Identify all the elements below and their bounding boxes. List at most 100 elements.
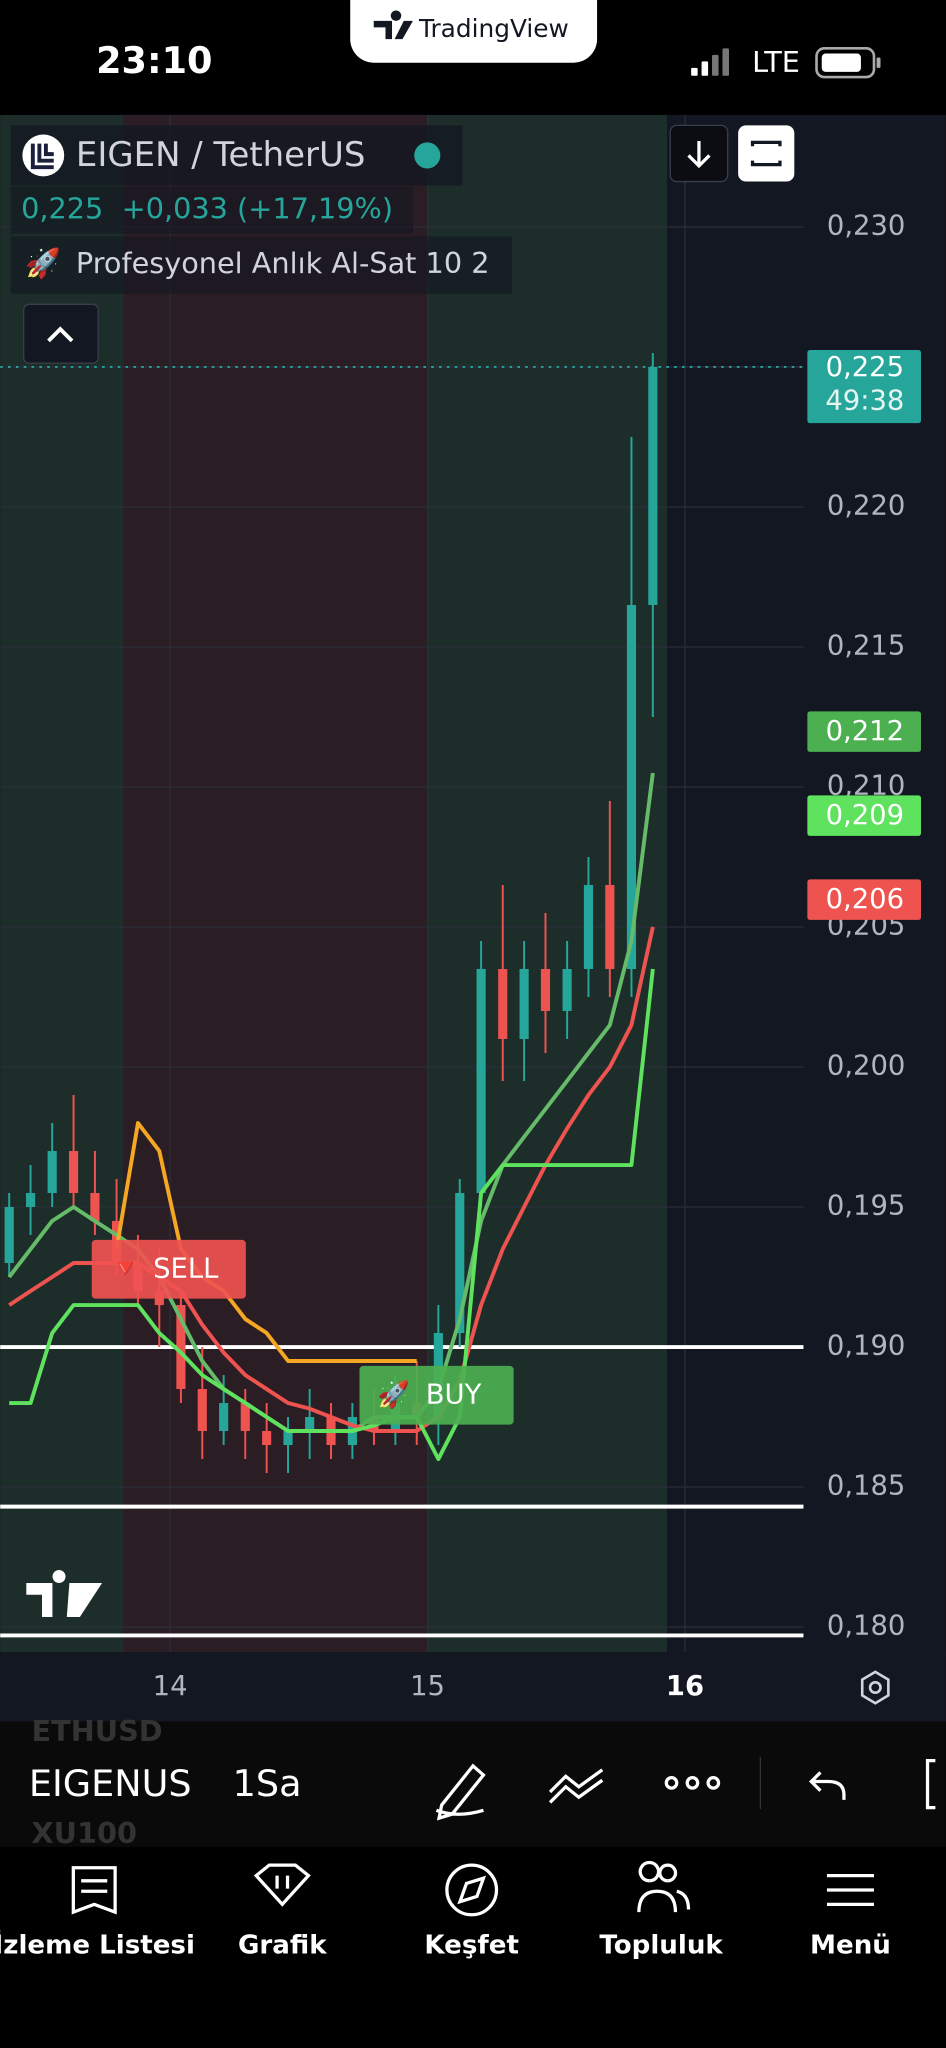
x-tick-label: 15	[410, 1671, 445, 1702]
price-tag-label: 0,206	[826, 884, 904, 915]
symbol-logo	[22, 134, 65, 177]
tab-icon-chart	[253, 1863, 311, 1907]
symbol-box	[10, 125, 463, 186]
y-tick-label: 0,195	[827, 1191, 905, 1222]
tab-icon-community	[637, 1860, 691, 1913]
fullscreen-button[interactable]	[738, 125, 795, 182]
x-axis-area	[0, 1652, 946, 1722]
tab-icon-explore	[445, 1863, 499, 1917]
signal-box	[359, 1365, 514, 1425]
candle-body	[176, 1305, 186, 1390]
indicator-name[interactable]: Profesyonel Anlık Al-Sat 10 2	[76, 246, 490, 280]
indicator-icon: 🚀	[25, 246, 61, 280]
plot: 0,2300,2250,2200,2150,2100,2050,2000,195…	[0, 114, 905, 1653]
last-price: 0,225	[21, 191, 103, 225]
toolbar	[0, 1721, 946, 1847]
price-tag-label: 0,209	[826, 800, 904, 831]
tab-icons	[71, 1860, 874, 1917]
toolbar-symbol[interactable]: EIGENUS	[29, 1762, 192, 1805]
tab-icon-watchlist	[71, 1866, 117, 1915]
candle-body	[262, 1431, 272, 1446]
more-tool[interactable]	[664, 1775, 721, 1790]
y-tick-label: 0,185	[827, 1471, 905, 1502]
signal-icon: 🔻	[109, 1254, 142, 1284]
signal-label: BUY	[426, 1379, 482, 1410]
x-tick-label: 14	[153, 1671, 188, 1702]
tab-icon-menu	[826, 1873, 874, 1906]
battery-tip	[876, 57, 881, 68]
brand-pill	[350, 0, 598, 63]
tab-label[interactable]: Grafik	[238, 1931, 327, 1961]
candle-body	[498, 968, 508, 1040]
more-toolbar[interactable]	[925, 1759, 936, 1810]
clock: 23:10	[96, 39, 212, 82]
y-tick-label: 0,190	[827, 1331, 905, 1362]
signal-label: SELL	[153, 1253, 219, 1284]
price-tag	[807, 879, 921, 920]
prev-symbol: ETHUSD	[32, 1714, 163, 1748]
undo-tool[interactable]	[808, 1771, 846, 1800]
toolbar-interval[interactable]: 1Sa	[233, 1762, 302, 1805]
candle-body	[219, 1403, 229, 1432]
settings-button[interactable]	[860, 1670, 890, 1705]
network: LTE	[752, 45, 800, 79]
price-tag	[807, 349, 921, 424]
candle-body	[68, 1151, 79, 1194]
signal-marker: 🔻 SELL	[91, 1239, 246, 1299]
y-tick-label: 0,215	[827, 630, 905, 661]
price-change: +0,033 (+17,19%)	[122, 191, 393, 225]
y-tick-label: 0,230	[827, 210, 905, 241]
tab-labels: İzleme Listesi Grafik Keşfet Topluluk Menü	[0, 1929, 891, 1961]
y-tick-label: 0,180	[827, 1611, 905, 1642]
draw-tool[interactable]	[435, 1763, 486, 1821]
scroll-icon	[687, 141, 711, 169]
tab-label[interactable]: Keşfet	[424, 1931, 519, 1961]
collapse-icon	[47, 326, 74, 343]
candle-body	[25, 1193, 36, 1208]
price-tag-label: 0,225	[826, 352, 904, 383]
candle-body	[476, 968, 486, 1194]
candle-body	[626, 604, 637, 969]
signal-marker: 🚀 BUY	[359, 1365, 514, 1425]
settings-icon	[868, 1680, 882, 1695]
candle-body	[562, 968, 572, 1012]
candle-body	[197, 1389, 207, 1432]
indicator-tool[interactable]	[548, 1768, 604, 1804]
candle-body	[240, 1403, 250, 1432]
tab-label[interactable]: İzleme Listesi	[0, 1929, 195, 1961]
signal-zone	[0, 114, 124, 1653]
candle-body	[455, 1193, 465, 1334]
price-box	[10, 186, 413, 234]
candle-body	[47, 1151, 57, 1194]
y-tick-label: 0,200	[827, 1051, 905, 1082]
candle-body	[648, 366, 658, 605]
candle-body	[519, 968, 529, 1040]
candle-body	[540, 968, 551, 1012]
market-status	[414, 142, 441, 169]
x-tick-label: 16	[666, 1671, 704, 1702]
candle-body	[4, 1207, 14, 1264]
price-tag-label: 0,212	[826, 716, 904, 747]
price-tag-countdown: 49:38	[825, 386, 904, 417]
candle-body	[305, 1417, 315, 1432]
y-tick-label: 0,220	[827, 490, 905, 521]
signal-bars	[691, 48, 729, 76]
tab-icon-explore-needle	[457, 1875, 487, 1905]
brand-logo	[373, 10, 413, 40]
tab-label[interactable]: Topluluk	[599, 1931, 723, 1961]
brand-name: TradingView	[418, 14, 569, 43]
price-tag	[807, 711, 921, 752]
collapse-button[interactable]	[23, 303, 99, 364]
symbol-name[interactable]: EIGEN / TetherUS	[76, 135, 365, 175]
signal-box	[91, 1239, 246, 1299]
watermark-logo	[26, 1569, 103, 1617]
tab-label[interactable]: Menü	[810, 1931, 891, 1961]
candle-body	[605, 884, 615, 969]
indicator-box	[10, 236, 513, 294]
battery	[815, 47, 876, 79]
candle-body	[283, 1431, 293, 1446]
price-tag	[807, 795, 921, 836]
